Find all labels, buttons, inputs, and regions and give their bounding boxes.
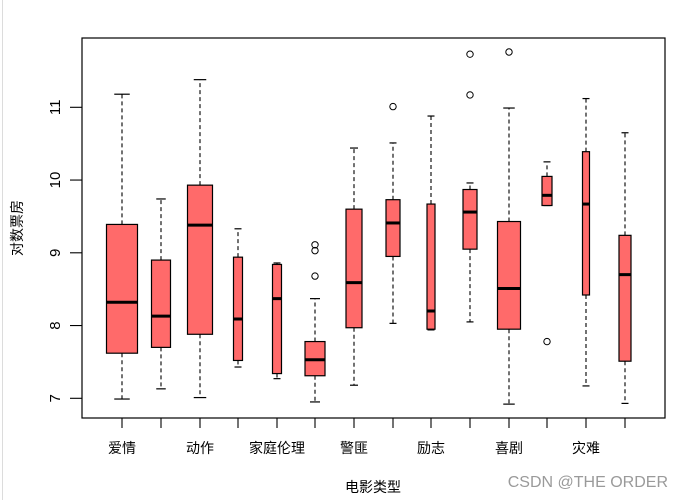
y-tick-label: 8: [47, 321, 64, 329]
x-axis: 爱情 动作 家庭伦理 警匪 励志 喜剧 灾难: [108, 418, 626, 457]
x-tick-label: 警匪: [340, 441, 368, 457]
box-iqr: [345, 208, 363, 329]
outlier-point: [543, 337, 551, 346]
box-iqr: [150, 259, 172, 348]
box-5: [271, 262, 283, 380]
y-axis-title: 对数票房: [10, 200, 26, 256]
box-iqr: [232, 256, 244, 362]
box-iqr: [186, 184, 214, 335]
box-6: [304, 241, 326, 403]
window-left-edge: [2, 0, 3, 500]
box-iqr: [462, 188, 478, 250]
box-iqr: [426, 203, 436, 330]
plot-frame: [81, 37, 666, 419]
box-9: [426, 115, 436, 331]
box-1: [105, 93, 139, 400]
y-tick-label: 10: [47, 172, 64, 189]
outlier-point: [311, 241, 319, 249]
y-tick-label: 7: [47, 394, 64, 402]
box-series: [105, 48, 632, 405]
watermark: CSDN @THE ORDER: [507, 474, 668, 491]
box-iqr: [541, 175, 553, 207]
box-12: [541, 161, 553, 346]
outlier-point: [505, 48, 513, 56]
x-tick-label: 励志: [417, 441, 445, 457]
outlier-point: [311, 272, 319, 280]
box-iqr: [385, 199, 401, 258]
box-4: [232, 228, 244, 368]
x-tick-label: 喜剧: [495, 441, 523, 457]
box-8: [385, 102, 401, 324]
box-iqr: [618, 234, 632, 362]
outlier-point: [389, 102, 397, 111]
box-14: [618, 132, 632, 404]
x-tick-label: 爱情: [108, 441, 136, 457]
x-tick-label: 灾难: [572, 440, 600, 457]
outlier-point: [466, 91, 474, 99]
box-11: [496, 48, 522, 405]
box-13: [581, 97, 591, 387]
y-tick-label: 11: [47, 100, 64, 116]
outlier-point: [311, 246, 319, 255]
x-tick-label: 家庭伦理: [249, 440, 305, 457]
box-iqr: [271, 263, 283, 375]
y-tick-label: 9: [47, 249, 64, 257]
box-7: [345, 147, 363, 386]
box-2: [150, 198, 172, 390]
box-iqr: [105, 223, 139, 354]
box-iqr: [496, 220, 522, 330]
x-tick-label: 动作: [186, 441, 214, 457]
box-iqr: [581, 151, 591, 296]
box-10: [462, 50, 478, 323]
box-3: [186, 79, 214, 399]
y-axis: 7 8 9 10 11: [47, 100, 82, 402]
x-axis-title: 电影类型: [345, 480, 401, 496]
outlier-point: [466, 50, 474, 58]
